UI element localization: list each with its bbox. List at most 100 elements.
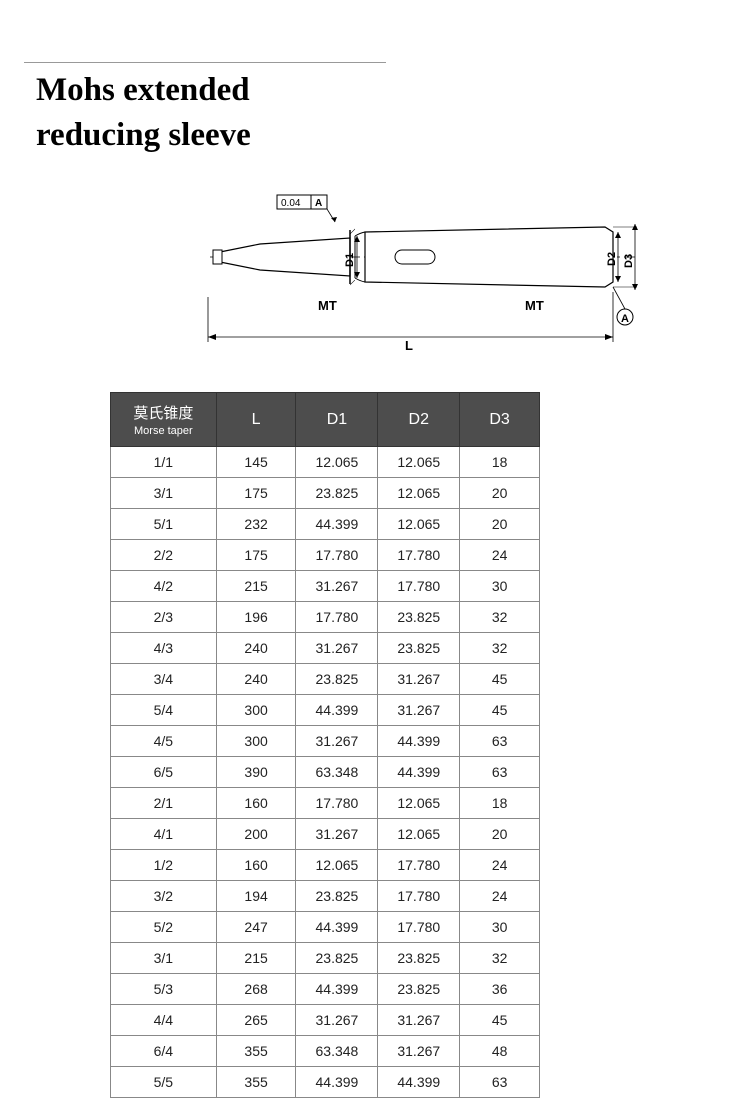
table-cell: 355 — [216, 1036, 296, 1067]
table-cell: 17.780 — [296, 788, 378, 819]
col-header-morse: 莫氏锥度 Morse taper — [111, 393, 217, 447]
table-cell: 23.825 — [378, 633, 460, 664]
table-cell: 63 — [460, 1067, 540, 1098]
table-cell: 30 — [460, 912, 540, 943]
table-cell: 12.065 — [378, 819, 460, 850]
table-row: 3/121523.82523.82532 — [111, 943, 540, 974]
table-row: 5/224744.39917.78030 — [111, 912, 540, 943]
table-row: 2/217517.78017.78024 — [111, 540, 540, 571]
spec-table-container: 莫氏锥度 Morse taper L D1 D2 D3 1/114512.065… — [110, 392, 540, 1098]
table-cell: 44.399 — [378, 726, 460, 757]
table-cell: 24 — [460, 850, 540, 881]
table-cell: 4/4 — [111, 1005, 217, 1036]
table-cell: 3/1 — [111, 943, 217, 974]
table-cell: 23.825 — [296, 881, 378, 912]
table-cell: 31.267 — [296, 819, 378, 850]
tolerance-value: 0.04 — [281, 198, 301, 209]
table-row: 2/319617.78023.82532 — [111, 602, 540, 633]
table-cell: 45 — [460, 695, 540, 726]
table-cell: 63.348 — [296, 757, 378, 788]
table-row: 4/530031.26744.39963 — [111, 726, 540, 757]
table-cell: 300 — [216, 726, 296, 757]
table-row: 6/435563.34831.26748 — [111, 1036, 540, 1067]
table-cell: 240 — [216, 664, 296, 695]
table-row: 2/116017.78012.06518 — [111, 788, 540, 819]
label-d2: D2 — [606, 252, 618, 266]
table-cell: 12.065 — [296, 447, 378, 478]
table-row: 3/117523.82512.06520 — [111, 478, 540, 509]
table-cell: 268 — [216, 974, 296, 1005]
table-cell: 145 — [216, 447, 296, 478]
table-cell: 44.399 — [296, 509, 378, 540]
table-cell: 17.780 — [378, 571, 460, 602]
table-cell: 12.065 — [378, 509, 460, 540]
table-cell: 17.780 — [378, 540, 460, 571]
table-cell: 194 — [216, 881, 296, 912]
title-line-1: Mohs extended — [36, 72, 250, 108]
table-cell: 17.780 — [378, 850, 460, 881]
table-cell: 18 — [460, 788, 540, 819]
table-cell: 48 — [460, 1036, 540, 1067]
table-cell: 175 — [216, 540, 296, 571]
table-header-row: 莫氏锥度 Morse taper L D1 D2 D3 — [111, 393, 540, 447]
table-cell: 44.399 — [296, 695, 378, 726]
table-cell: 32 — [460, 633, 540, 664]
table-cell: 4/5 — [111, 726, 217, 757]
table-row: 4/426531.26731.26745 — [111, 1005, 540, 1036]
table-cell: 44.399 — [296, 1067, 378, 1098]
label-d3: D3 — [623, 254, 635, 268]
table-cell: 17.780 — [296, 540, 378, 571]
table-cell: 1/2 — [111, 850, 217, 881]
table-row: 4/324031.26723.82532 — [111, 633, 540, 664]
label-l: L — [405, 338, 413, 353]
table-cell: 4/2 — [111, 571, 217, 602]
table-cell: 44.399 — [296, 974, 378, 1005]
table-row: 1/216012.06517.78024 — [111, 850, 540, 881]
table-cell: 63.348 — [296, 1036, 378, 1067]
label-mt-left: MT — [318, 298, 337, 313]
table-cell: 17.780 — [378, 881, 460, 912]
table-cell: 31.267 — [378, 664, 460, 695]
col-header-d1: D1 — [296, 393, 378, 447]
table-cell: 12.065 — [378, 447, 460, 478]
table-cell: 5/3 — [111, 974, 217, 1005]
table-row: 6/539063.34844.39963 — [111, 757, 540, 788]
table-cell: 160 — [216, 788, 296, 819]
spec-table: 莫氏锥度 Morse taper L D1 D2 D3 1/114512.065… — [110, 392, 540, 1098]
table-row: 5/326844.39923.82536 — [111, 974, 540, 1005]
table-cell: 20 — [460, 819, 540, 850]
table-row: 3/219423.82517.78024 — [111, 881, 540, 912]
table-cell: 3/1 — [111, 478, 217, 509]
col-header-morse-en: Morse taper — [115, 425, 212, 437]
table-cell: 4/1 — [111, 819, 217, 850]
table-row: 5/535544.39944.39963 — [111, 1067, 540, 1098]
table-cell: 196 — [216, 602, 296, 633]
table-row: 4/221531.26717.78030 — [111, 571, 540, 602]
table-cell: 2/3 — [111, 602, 217, 633]
table-cell: 232 — [216, 509, 296, 540]
table-cell: 215 — [216, 943, 296, 974]
table-cell: 160 — [216, 850, 296, 881]
table-cell: 31.267 — [296, 571, 378, 602]
table-cell: 355 — [216, 1067, 296, 1098]
technical-diagram: 0.04 A D1 D2 D3 MT MT A L — [205, 192, 655, 362]
table-cell: 215 — [216, 571, 296, 602]
title-line-2: reducing sleeve — [36, 117, 251, 153]
table-cell: 17.780 — [378, 912, 460, 943]
table-cell: 390 — [216, 757, 296, 788]
table-cell: 20 — [460, 478, 540, 509]
table-cell: 6/5 — [111, 757, 217, 788]
table-cell: 2/2 — [111, 540, 217, 571]
table-cell: 45 — [460, 664, 540, 695]
table-cell: 5/4 — [111, 695, 217, 726]
table-cell: 3/2 — [111, 881, 217, 912]
table-cell: 265 — [216, 1005, 296, 1036]
table-cell: 23.825 — [296, 664, 378, 695]
table-cell: 23.825 — [296, 478, 378, 509]
table-cell: 44.399 — [296, 912, 378, 943]
table-cell: 240 — [216, 633, 296, 664]
table-cell: 1/1 — [111, 447, 217, 478]
table-cell: 24 — [460, 881, 540, 912]
table-cell: 24 — [460, 540, 540, 571]
table-cell: 32 — [460, 602, 540, 633]
